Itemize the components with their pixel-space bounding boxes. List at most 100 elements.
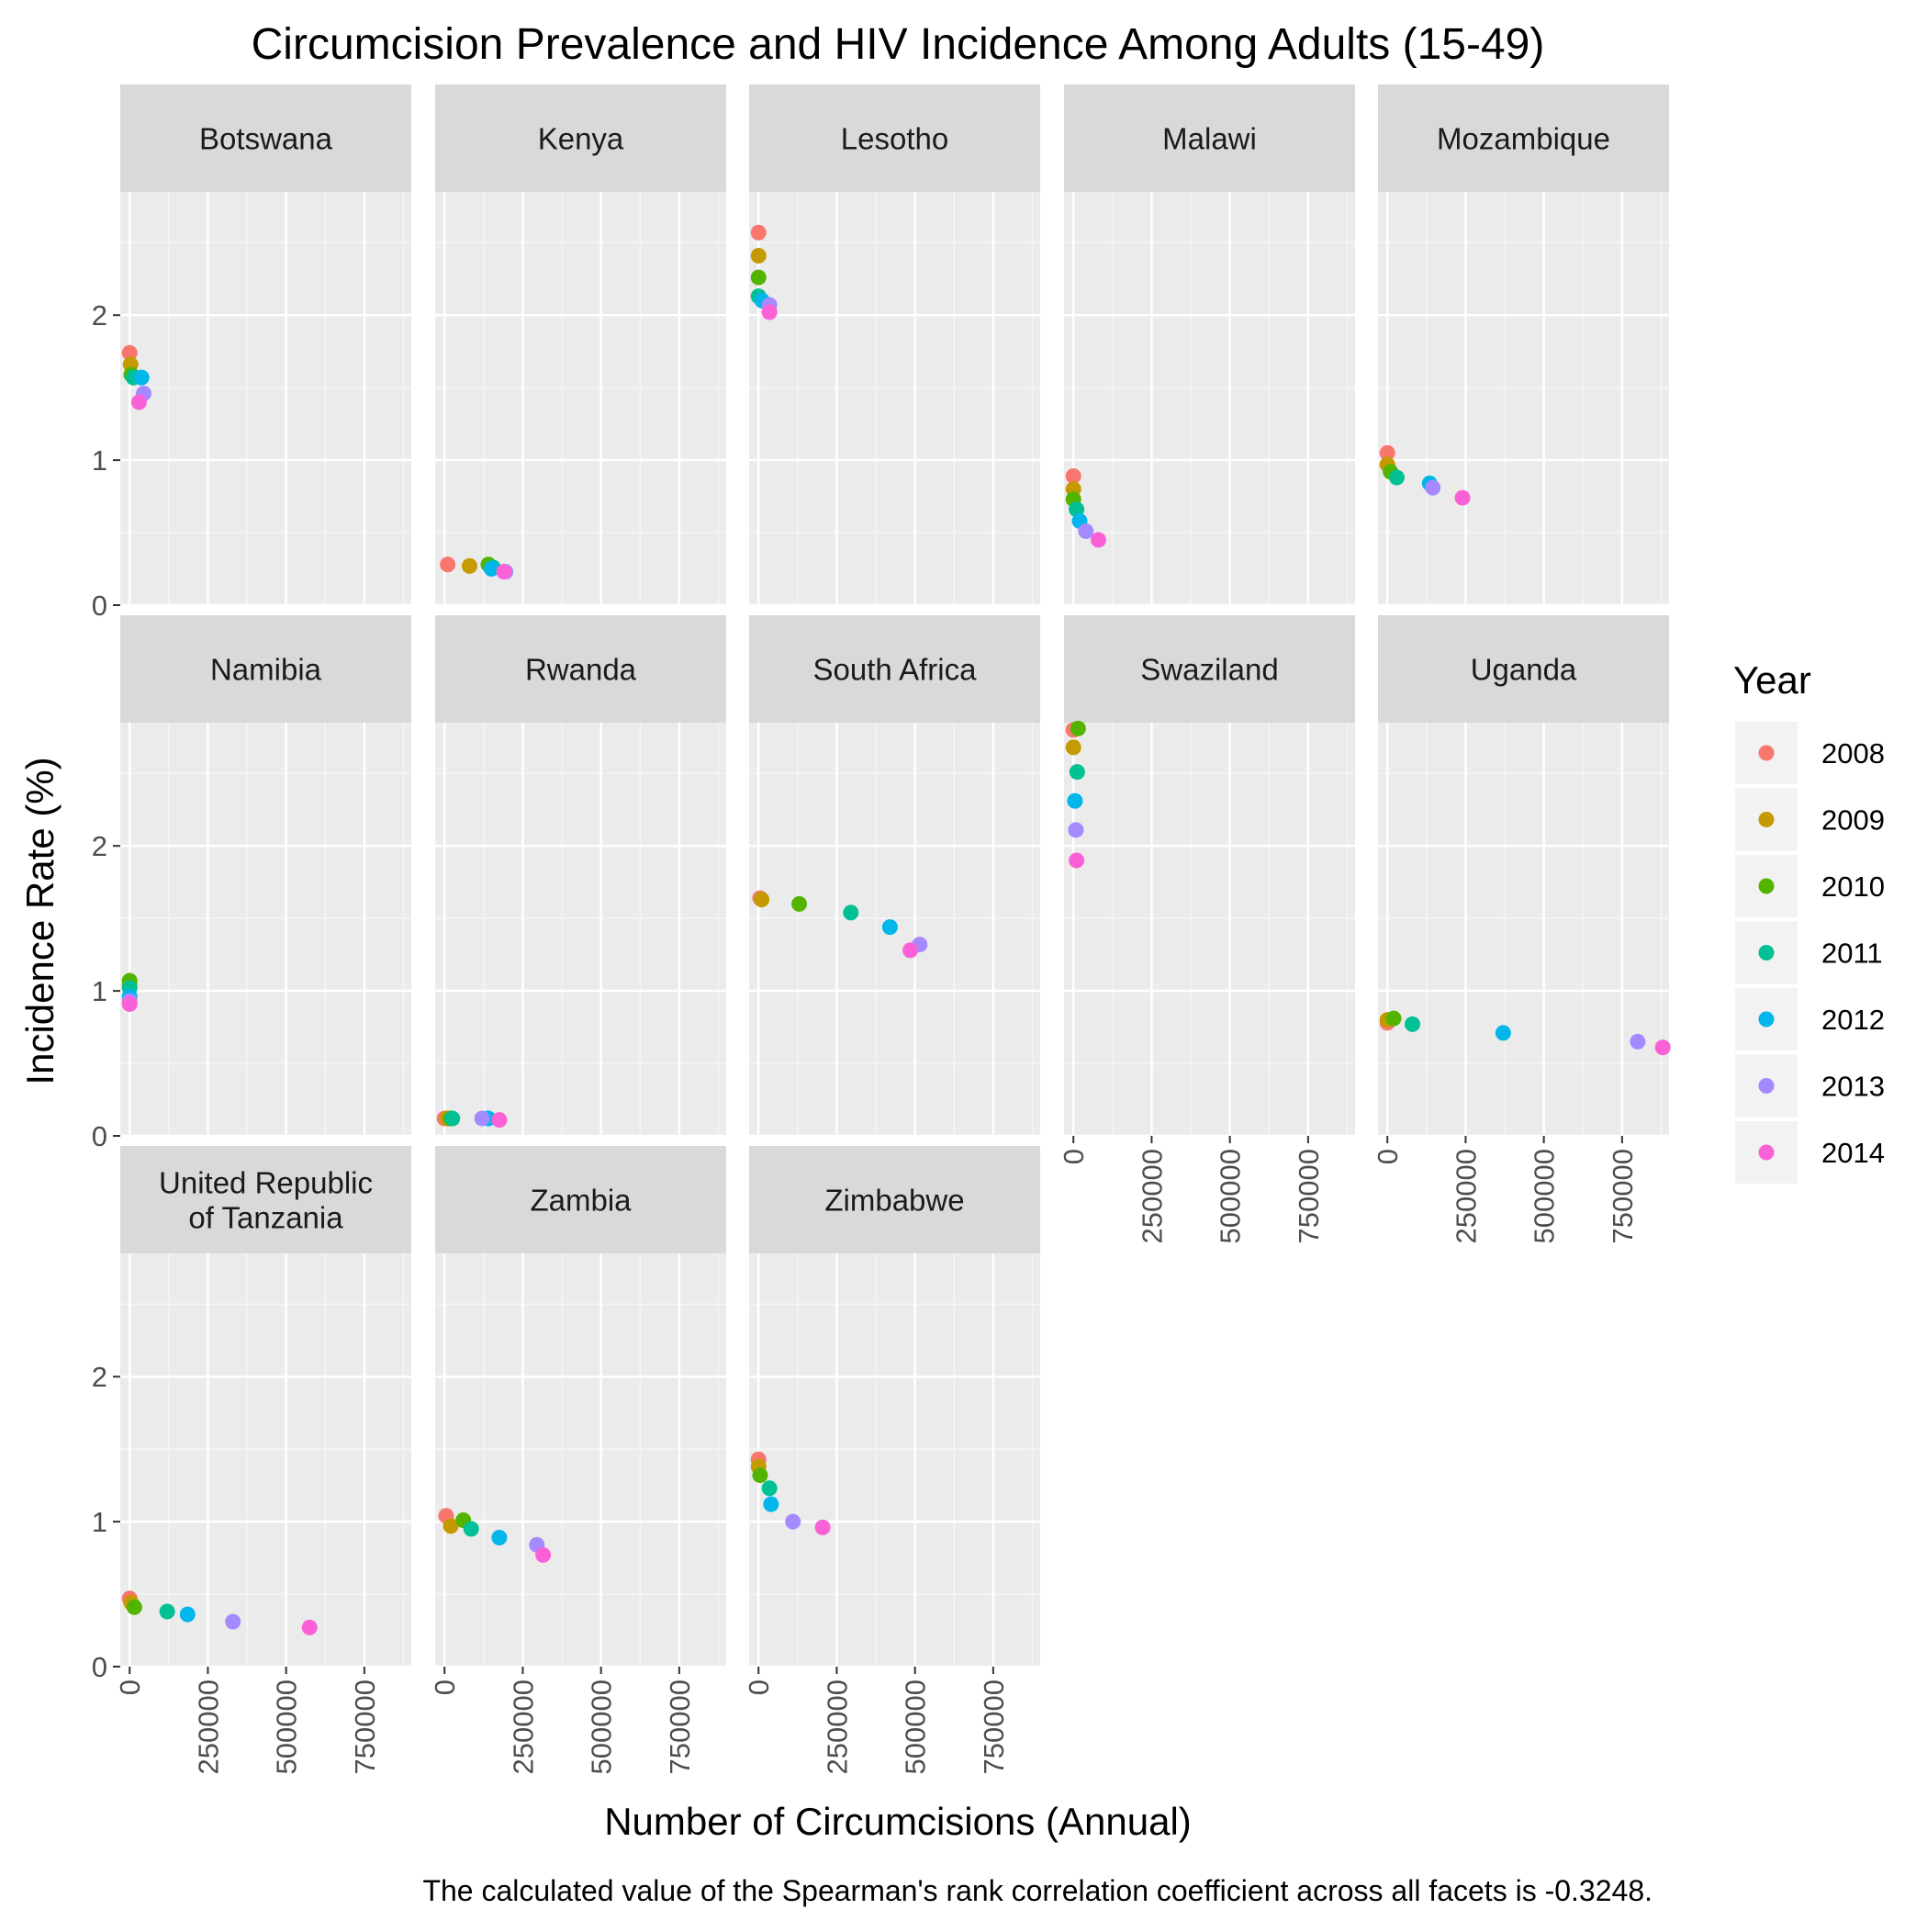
panel-background: [120, 192, 411, 605]
facet-south-africa: South Africa: [749, 615, 1040, 1138]
legend: Year 2008 2009 2010 2011 2012 2013 2014: [1733, 658, 1885, 1184]
data-point-2014: [1654, 1039, 1671, 1056]
y-tick-label: 1: [92, 975, 107, 1007]
facet-strip: [749, 1146, 1040, 1253]
facet-strip: [1378, 615, 1669, 723]
y-tick-label: 0: [92, 1651, 107, 1683]
x-tick-label: 750000: [664, 1679, 696, 1774]
legend-marker-2010: [1758, 878, 1775, 894]
facet-strip: [1064, 84, 1355, 192]
facet-kenya: Kenya: [435, 84, 726, 607]
data-point-2014: [301, 1619, 318, 1635]
legend-label: 2009: [1821, 804, 1885, 837]
data-point-2012: [179, 1606, 196, 1623]
x-tick-label: 250000: [1450, 1149, 1482, 1243]
x-tick-label: 250000: [192, 1679, 224, 1774]
data-point-2013: [785, 1513, 801, 1530]
panel-background: [1378, 723, 1669, 1136]
legend-label: 2014: [1821, 1137, 1885, 1169]
data-point-2011: [1069, 764, 1085, 781]
x-tick-label: 250000: [821, 1679, 853, 1774]
x-tick-label: 0: [743, 1679, 775, 1695]
data-point-2008: [440, 556, 456, 573]
data-point-2011: [1388, 469, 1405, 486]
facet-uganda: Uganda 0 250000 500000 750000: [1372, 615, 1671, 1243]
facet-strip-label: Mozambique: [1437, 122, 1610, 156]
data-point-2010: [126, 1599, 142, 1615]
x-tick-label: 750000: [349, 1679, 381, 1774]
x-tick-label: 0: [1058, 1149, 1090, 1164]
data-point-2014: [1090, 532, 1106, 548]
y-tick-label: 0: [92, 590, 107, 622]
legend-marker-2012: [1758, 1011, 1775, 1028]
data-point-2008: [1065, 467, 1081, 484]
facet-zimbabwe: Zimbabwe 0 250000 500000 750000: [743, 1146, 1040, 1774]
panel-background: [1378, 192, 1669, 605]
legend-label: 2013: [1821, 1071, 1885, 1103]
x-tick-label: 750000: [978, 1679, 1010, 1774]
data-point-2014: [814, 1519, 831, 1535]
data-point-2012: [763, 1496, 779, 1512]
legend-label: 2011: [1821, 938, 1883, 970]
y-tick-label: 2: [92, 1361, 107, 1393]
data-point-2008: [1379, 444, 1395, 461]
data-point-2009: [461, 557, 477, 574]
facet-strip: [435, 84, 726, 192]
facet-rwanda: Rwanda: [435, 615, 726, 1138]
data-point-2013: [1078, 522, 1094, 539]
data-point-2012: [483, 561, 499, 578]
data-point-2012: [1067, 792, 1083, 809]
facet-panels: Botswana 0 1 2 Kenya Lesotho Malawi Mozambique N…: [92, 84, 1671, 1774]
data-point-2014: [491, 1112, 508, 1129]
facet-strip-label: Swaziland: [1140, 653, 1278, 687]
x-tick-label: 250000: [507, 1679, 539, 1774]
data-point-2013: [225, 1613, 241, 1630]
y-tick-label: 2: [92, 830, 107, 862]
facet-strip-label: Lesotho: [841, 122, 948, 156]
x-tick-label: 750000: [1293, 1149, 1325, 1243]
facet-strip: [120, 84, 411, 192]
x-tick-label: 500000: [1215, 1149, 1247, 1243]
data-point-2011: [444, 1110, 461, 1127]
y-axis-label: Incidence Rate (%): [18, 757, 62, 1084]
facet-botswana: Botswana 0 1 2: [92, 84, 411, 622]
data-point-2012: [491, 1529, 508, 1545]
x-tick-label: 750000: [1607, 1149, 1639, 1243]
x-tick-label: 0: [1372, 1149, 1404, 1164]
data-point-2013: [474, 1110, 490, 1127]
facet-strip-label: Malawi: [1162, 122, 1257, 156]
facet-swaziland: Swaziland 0 250000 500000 750000: [1058, 615, 1355, 1243]
facet-strip: [1064, 615, 1355, 723]
chart-caption: The calculated value of the Spearman's r…: [422, 1874, 1653, 1907]
data-point-2014: [496, 564, 512, 580]
x-tick-label: 500000: [900, 1679, 932, 1774]
facet-strip-label: Botswana: [199, 122, 333, 156]
facet-zambia: Zambia 0 250000 500000 750000: [429, 1146, 726, 1774]
panel-background: [435, 1253, 726, 1667]
data-point-2011: [843, 904, 859, 921]
data-point-2010: [1385, 1010, 1402, 1027]
facet-strip: [1378, 84, 1669, 192]
data-point-2014: [902, 942, 919, 959]
facet-lesotho: Lesotho: [749, 84, 1040, 607]
facet-strip-label: South Africa: [813, 653, 978, 687]
facet-strip-label: Zimbabwe: [824, 1184, 964, 1218]
data-point-2009: [750, 247, 767, 264]
legend-marker-2008: [1758, 745, 1775, 761]
data-point-2014: [761, 304, 778, 320]
data-point-2012: [133, 369, 150, 386]
data-point-2011: [761, 1480, 778, 1497]
x-tick-label: 0: [114, 1679, 146, 1695]
data-point-2008: [750, 224, 767, 241]
data-point-2012: [1495, 1025, 1511, 1041]
legend-label: 2008: [1821, 737, 1885, 769]
data-point-2012: [881, 919, 898, 936]
legend-marker-2014: [1758, 1144, 1775, 1161]
data-point-2013: [1630, 1033, 1646, 1050]
legend-label: 2012: [1821, 1004, 1885, 1036]
facet-strip-label: Uganda: [1471, 653, 1577, 687]
facet-strip-label: Zambia: [530, 1184, 632, 1218]
data-point-2009: [1065, 739, 1081, 756]
data-point-2010: [791, 895, 808, 912]
panel-background: [435, 723, 726, 1136]
